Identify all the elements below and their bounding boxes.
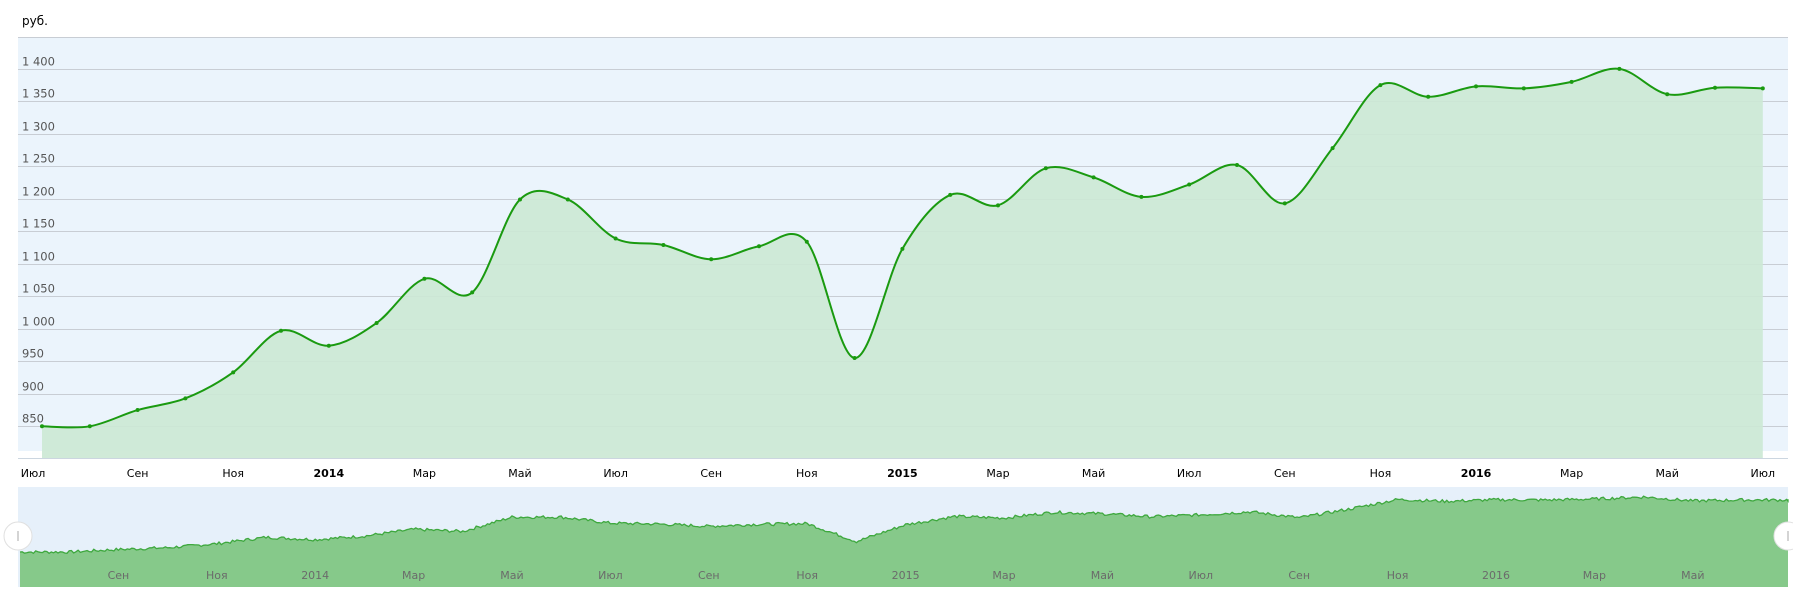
data-point[interactable] — [231, 370, 236, 375]
y-tick-label: 850 — [22, 412, 44, 426]
x-tick-label: Ноя — [796, 467, 818, 480]
data-point[interactable] — [1521, 86, 1526, 91]
x-tick-label: Мар — [1560, 467, 1583, 480]
x-tick-label: Май — [1656, 467, 1679, 480]
data-point[interactable] — [518, 197, 522, 202]
navigator-right-handle[interactable] — [1773, 521, 1793, 551]
x-tick-label: 2016 — [1461, 467, 1492, 480]
navigator-tick-label: 2016 — [1482, 569, 1510, 582]
data-point[interactable] — [183, 396, 188, 401]
data-point[interactable] — [1091, 175, 1096, 180]
navigator-tick-label: Сен — [108, 569, 130, 582]
navigator-line — [19, 495, 1789, 555]
navigator-tick-label: 2015 — [892, 569, 920, 582]
navigator-tick-label: Июл — [1189, 569, 1214, 582]
navigator-tick-label: Май — [1681, 569, 1704, 582]
navigator-tick-label: Ноя — [1387, 569, 1409, 582]
data-point[interactable] — [565, 197, 570, 202]
navigator-tick-label: 2014 — [301, 569, 329, 582]
data-point[interactable] — [996, 203, 1000, 208]
x-tick-label: Июл — [1177, 467, 1202, 480]
navigator-tick-label: Мар — [1583, 569, 1606, 582]
data-point[interactable] — [661, 242, 666, 247]
y-tick-label: 1 250 — [22, 152, 55, 166]
data-point[interactable] — [40, 424, 44, 429]
x-tick-label: Мар — [986, 467, 1009, 480]
data-point[interactable] — [900, 246, 905, 251]
navigator-area — [20, 496, 1788, 587]
navigator-tick-label: Сен — [1288, 569, 1310, 582]
y-tick-label: 1 000 — [22, 315, 55, 329]
x-tick-label: Сен — [700, 467, 722, 480]
data-point[interactable] — [804, 239, 809, 244]
data-point[interactable] — [948, 192, 953, 197]
y-tick-label: 1 150 — [22, 217, 55, 231]
data-point[interactable] — [1474, 84, 1478, 89]
data-point[interactable] — [852, 356, 857, 361]
data-point[interactable] — [1187, 182, 1192, 187]
x-tick-label: Ноя — [1370, 467, 1392, 480]
x-tick-label: Май — [1082, 467, 1105, 480]
data-point[interactable] — [1235, 163, 1239, 168]
data-point[interactable] — [470, 290, 475, 295]
x-tick-label: Июл — [21, 467, 46, 480]
data-point[interactable] — [374, 320, 379, 325]
y-tick-label: 1 350 — [22, 87, 55, 101]
x-tick-label: Июл — [1751, 467, 1776, 480]
data-point[interactable] — [279, 328, 283, 333]
series-area — [42, 68, 1763, 458]
navigator-tick-label: Май — [1091, 569, 1114, 582]
data-point[interactable] — [1378, 83, 1383, 88]
x-tick-label: Сен — [127, 467, 149, 480]
x-tick-label: Май — [508, 467, 531, 480]
y-tick-label: 950 — [22, 347, 44, 361]
y-tick-label: 1 050 — [22, 282, 55, 296]
navigator-tick-label: Ноя — [796, 569, 818, 582]
x-tick-label: Ноя — [222, 467, 244, 480]
y-tick-label: 1 200 — [22, 185, 55, 199]
data-point[interactable] — [1760, 86, 1765, 91]
x-tick-label: Июл — [603, 467, 628, 480]
data-point[interactable] — [1139, 194, 1144, 199]
data-point[interactable] — [1330, 146, 1335, 151]
data-point[interactable] — [1617, 66, 1622, 71]
navigator-tick-label: Сен — [698, 569, 720, 582]
data-point[interactable] — [1426, 94, 1431, 99]
navigator-tick-label: Май — [500, 569, 523, 582]
x-tick-label: 2014 — [313, 467, 344, 480]
data-point[interactable] — [757, 244, 761, 249]
y-axis-unit-label: руб. — [22, 14, 48, 28]
navigator-tick-label: Ноя — [206, 569, 228, 582]
x-tick-label: 2015 — [887, 467, 918, 480]
data-point[interactable] — [326, 343, 331, 348]
x-tick-label: Мар — [413, 467, 436, 480]
data-point[interactable] — [1665, 92, 1670, 97]
navigator-tick-label: Мар — [402, 569, 425, 582]
data-point[interactable] — [87, 424, 92, 429]
data-point[interactable] — [1713, 85, 1717, 90]
data-point[interactable] — [1569, 79, 1574, 84]
data-point[interactable] — [1282, 201, 1287, 206]
data-point[interactable] — [1043, 166, 1048, 171]
y-tick-label: 1 300 — [22, 120, 55, 134]
y-tick-label: 1 400 — [22, 55, 55, 69]
data-point[interactable] — [422, 276, 427, 281]
data-point[interactable] — [613, 236, 618, 241]
data-point[interactable] — [135, 408, 140, 413]
y-tick-label: 900 — [22, 380, 44, 394]
series-line — [41, 67, 1763, 429]
data-point[interactable] — [709, 257, 714, 262]
navigator-tick-label: Июл — [598, 569, 623, 582]
y-tick-label: 1 100 — [22, 250, 55, 264]
x-tick-label: Сен — [1274, 467, 1296, 480]
navigator-tick-label: Мар — [992, 569, 1015, 582]
